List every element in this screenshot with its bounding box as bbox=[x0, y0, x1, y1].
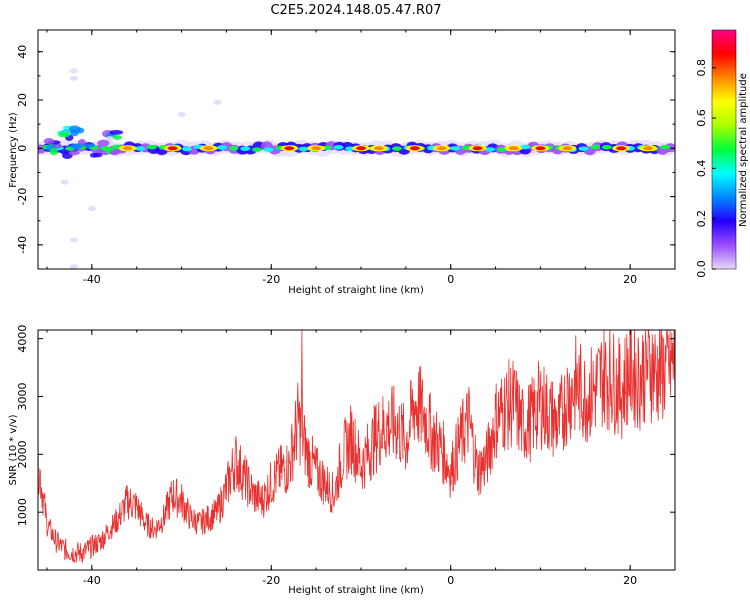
heatmap-cell bbox=[69, 129, 80, 137]
heatmap-cell bbox=[228, 145, 239, 151]
heatmap-cell bbox=[87, 206, 96, 212]
heatmap-peak bbox=[284, 146, 295, 151]
spectrogram-heatmap bbox=[38, 68, 675, 269]
bottom-ylabel: SNR (10 * v/v) bbox=[8, 414, 19, 485]
y-tick-label: 2000 bbox=[16, 440, 29, 468]
heatmap-cell bbox=[105, 136, 114, 142]
colorbar-ticks: 0.0 0.2 0.4 0.6 0.8 bbox=[695, 59, 716, 278]
heatmap-cell bbox=[69, 237, 78, 243]
heatmap-cell bbox=[601, 144, 612, 150]
bottom-plot-frame bbox=[37, 329, 676, 571]
heatmap-peak bbox=[373, 146, 384, 151]
heatmap-cell bbox=[58, 131, 71, 138]
colorbar-tick-label: 0.2 bbox=[695, 210, 708, 228]
heatmap-peak bbox=[436, 146, 447, 151]
heatmap-cell bbox=[520, 144, 531, 150]
heatmap-cell bbox=[83, 143, 96, 148]
colorbar-label: Normalized spectral amplitude bbox=[738, 73, 749, 227]
y-tick-label: 4000 bbox=[16, 325, 29, 353]
x-tick-label: 20 bbox=[623, 574, 637, 587]
heatmap-cell bbox=[69, 75, 78, 81]
heatmap-cell bbox=[109, 150, 120, 156]
colorbar-tick-label: 0.8 bbox=[695, 59, 708, 77]
heatmap-cell bbox=[298, 146, 309, 152]
heatmap-cell bbox=[216, 145, 227, 150]
heatmap-cell bbox=[578, 146, 589, 151]
colorbar-tick-label: 0.4 bbox=[695, 160, 708, 178]
bottom-xlabel: Height of straight line (km) bbox=[288, 585, 424, 596]
heatmap-cell bbox=[69, 264, 78, 269]
heatmap-peak bbox=[122, 146, 133, 151]
heatmap-cell bbox=[485, 147, 496, 152]
x-tick-label: -20 bbox=[262, 273, 280, 286]
top-plot-frame bbox=[37, 29, 676, 270]
heatmap-cell bbox=[181, 146, 192, 152]
heatmap-cell bbox=[135, 146, 146, 151]
heatmap-peak bbox=[203, 146, 214, 151]
colorbar bbox=[711, 29, 737, 270]
colorbar-tick-label: 0.6 bbox=[695, 109, 708, 127]
top-ylabel: Frequency (Hz) bbox=[8, 112, 19, 188]
heatmap-cell bbox=[146, 144, 157, 150]
heatmap-cell bbox=[660, 144, 671, 150]
heatmap-cell bbox=[49, 148, 58, 156]
heatmap-cell bbox=[333, 144, 344, 150]
colorbar-tick-label: 0.0 bbox=[695, 260, 708, 278]
snr-series-line bbox=[38, 330, 675, 563]
heatmap-peak bbox=[311, 146, 322, 151]
heatmap-peak bbox=[535, 146, 546, 151]
heatmap-cell bbox=[240, 146, 251, 151]
heatmap-peak bbox=[355, 146, 366, 151]
y-tick-label: 20 bbox=[16, 93, 29, 107]
bottom-axis-ticks: -40 -20 0 20 1000 2000 3000 4000 bbox=[16, 325, 676, 587]
top-axis-ticks: -40 -20 0 20 -40 -20 0 20 40 bbox=[16, 30, 676, 286]
heatmap-peak bbox=[562, 146, 573, 151]
heatmap-cell bbox=[590, 144, 601, 150]
heatmap-cell bbox=[450, 146, 461, 151]
heatmap-peak bbox=[409, 146, 420, 151]
y-tick-label: -40 bbox=[16, 236, 29, 254]
x-tick-label: 0 bbox=[447, 273, 454, 286]
heatmap-cell bbox=[60, 179, 69, 185]
y-tick-label: 3000 bbox=[16, 383, 29, 411]
heatmap-cell bbox=[77, 139, 86, 146]
heatmap-peak bbox=[472, 146, 483, 151]
x-tick-label: -20 bbox=[262, 574, 280, 587]
x-tick-label: -40 bbox=[83, 574, 101, 587]
heatmap-cell bbox=[68, 150, 80, 156]
heatmap-cell bbox=[109, 129, 124, 135]
heatmap-peak bbox=[616, 146, 627, 151]
x-tick-label: -40 bbox=[83, 273, 101, 286]
heatmap-cell bbox=[391, 146, 402, 151]
top-xlabel: Height of straight line (km) bbox=[288, 285, 424, 296]
heatmap-cell bbox=[496, 147, 507, 152]
y-tick-label: 40 bbox=[16, 45, 29, 59]
heatmap-peak bbox=[508, 146, 519, 151]
y-tick-label: 1000 bbox=[16, 498, 29, 526]
heatmap-cell bbox=[112, 135, 122, 140]
heatmap-peak bbox=[643, 146, 654, 151]
heatmap-peak bbox=[167, 146, 178, 151]
heatmap-cell bbox=[263, 147, 274, 152]
x-tick-label: 0 bbox=[447, 574, 454, 587]
heatmap-cell bbox=[97, 139, 110, 147]
heatmap-cell bbox=[70, 143, 84, 150]
y-tick-label: -20 bbox=[16, 188, 29, 206]
heatmap-cell bbox=[43, 138, 55, 145]
heatmap-cell bbox=[69, 68, 78, 74]
heatmap-cell bbox=[177, 111, 186, 117]
y-tick-label: 0 bbox=[16, 145, 29, 152]
heatmap-cell bbox=[251, 147, 262, 152]
x-tick-label: 20 bbox=[623, 273, 637, 286]
heatmap-cell bbox=[213, 99, 222, 105]
chart-title: C2E5.2024.148.05.47.R07 bbox=[270, 3, 441, 18]
heatmap-cell bbox=[89, 152, 98, 158]
heatmap-cell bbox=[53, 143, 62, 149]
